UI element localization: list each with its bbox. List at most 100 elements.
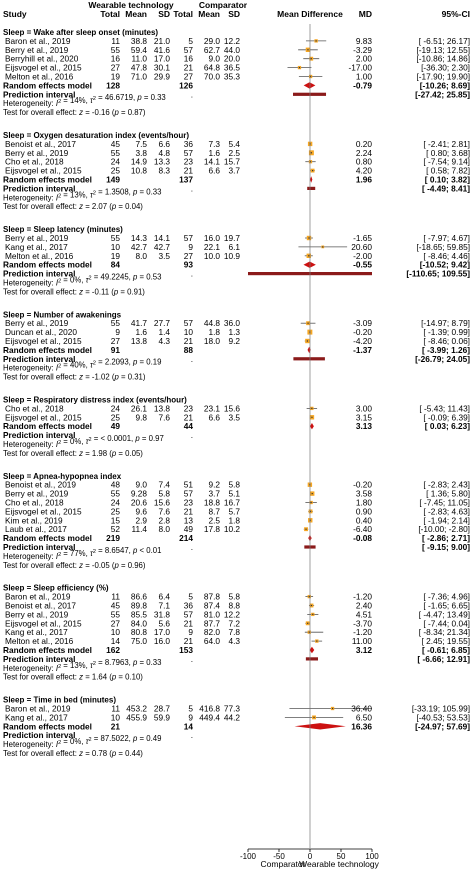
study-sd-comparator: 12.2 [224, 36, 241, 46]
study-mean-comparator: 10.0 [204, 251, 221, 261]
random-total-wearable: 91 [111, 345, 121, 355]
random-total-comparator: 153 [179, 645, 193, 655]
study-sd-comparator: 36.0 [224, 318, 241, 328]
study-total-wearable: 11 [111, 592, 120, 602]
study-name: Cho et al., 2018 [5, 498, 64, 508]
study-mean-comparator: 62.7 [204, 45, 221, 55]
study-sd-wearable: 13.8 [154, 403, 171, 413]
study-ci: [ -1.39; 0.99] [423, 327, 470, 337]
study-total-comparator: 57 [184, 489, 194, 499]
pooled-diamond [303, 82, 316, 89]
study-total-comparator: 21 [184, 636, 194, 646]
x-tick-label: 100 [365, 852, 379, 861]
study-total-comparator: 27 [184, 72, 194, 82]
study-mean-wearable: 10.8 [131, 166, 148, 176]
study-point [313, 716, 315, 718]
study-total-comparator: 23 [184, 498, 194, 508]
study-point [308, 596, 310, 598]
study-name: Berry et al., 2019 [5, 45, 69, 55]
study-mean-wearable: 86.6 [131, 592, 148, 602]
study-md: -1.20 [353, 592, 372, 602]
prediction-interval-label: Prediction interval [3, 730, 75, 740]
heterogeneity-text: Heterogeneity: I2 = 40%, τ2 = 2.2093, p … [3, 358, 161, 373]
study-total-wearable: 11 [111, 36, 120, 46]
study-sd-wearable: 7.4 [158, 480, 170, 490]
study-sd-comparator: 15.6 [224, 403, 241, 413]
study-point [305, 528, 307, 530]
study-mean-wearable: 2.9 [135, 515, 147, 525]
study-mean-comparator: 29.0 [204, 36, 221, 46]
study-md: -4.20 [353, 336, 372, 346]
random-ci: [ 0.10; 3.82] [425, 175, 470, 185]
study-name: Cho et al., 2018 [5, 403, 64, 413]
study-ci: [-17.90; 19.90] [416, 72, 470, 82]
study-total-comparator: 27 [184, 251, 194, 261]
heterogeneity-text: Heterogeneity: I2 = 77%, τ2 = 8.6547, p … [3, 546, 161, 561]
study-ci: [ -8.46; 4.46] [423, 251, 470, 261]
study-mean-wearable: 14.9 [131, 157, 148, 167]
prediction-dot-comparator: . [191, 542, 193, 552]
study-point [331, 707, 334, 710]
overall-effect-text: Test for overall effect: z = 1.64 (p = 0… [3, 673, 143, 682]
random-total-comparator: 88 [184, 345, 194, 355]
study-total-wearable: 55 [111, 148, 121, 158]
header-study: Study [3, 9, 27, 19]
study-total-comparator: 21 [184, 412, 194, 422]
study-point [310, 604, 313, 607]
study-total-wearable: 48 [111, 480, 121, 490]
study-sd-wearable: 16.0 [154, 636, 171, 646]
study-total-comparator: 57 [184, 148, 194, 158]
study-total-comparator: 57 [184, 45, 194, 55]
random-effects-label: Random effects model [3, 645, 92, 655]
pooled-diamond [294, 723, 346, 730]
study-sd-comparator: 15.7 [224, 157, 241, 167]
study-ci: [ -1.65; 6.65] [423, 601, 470, 611]
study-total-wearable: 25 [111, 412, 121, 422]
study-mean-wearable: 453.2 [126, 704, 147, 714]
prediction-bar [293, 357, 325, 361]
study-sd-comparator: 35.3 [224, 72, 241, 82]
study-sd-wearable: 28.7 [154, 704, 171, 714]
study-point [310, 58, 312, 60]
random-ci: [ -2.86; 2.71] [422, 533, 470, 543]
overall-effect-text: Test for overall effect: z = -0.16 (p = … [3, 108, 146, 117]
study-sd-wearable: 42.7 [154, 242, 171, 252]
study-mean-wearable: 42.7 [131, 242, 148, 252]
study-sd-wearable: 3.5 [158, 251, 170, 261]
study-ci: [ 0.58; 7.82] [426, 166, 470, 176]
study-sd-wearable: 5.8 [158, 489, 170, 499]
study-name: Eijsvogel et al., 2015 [5, 336, 82, 346]
prediction-dot-wearable: . [118, 542, 120, 552]
heterogeneity-text: Heterogeneity: I2 = 13%, τ2 = 8.7963, p … [3, 658, 161, 673]
random-effects-label: Random effects model [3, 175, 92, 185]
study-mean-wearable: 455.9 [126, 712, 147, 722]
study-mean-wearable: 26.1 [131, 403, 148, 413]
study-name: Kim et al., 2019 [5, 515, 63, 525]
study-total-wearable: 27 [111, 618, 121, 628]
study-mean-comparator: 18.0 [204, 336, 221, 346]
study-ci: [ -2.41; 2.81] [423, 139, 470, 149]
study-mean-comparator: 70.0 [204, 72, 221, 82]
study-sd-wearable: 8.3 [158, 166, 170, 176]
study-sd-wearable: 2.8 [158, 515, 170, 525]
heterogeneity-text: Heterogeneity: I2 = 0%, τ2 = 49.2245, p … [3, 273, 161, 288]
study-mean-wearable: 75.0 [131, 636, 148, 646]
study-sd-wearable: 7.6 [158, 412, 170, 422]
study-mean-wearable: 7.5 [135, 139, 147, 149]
random-total-comparator: 137 [179, 175, 193, 185]
study-md: 0.20 [356, 139, 373, 149]
study-md: 2.00 [356, 54, 373, 64]
study-ci: [ -4.47; 13.49] [419, 609, 470, 619]
study-point [312, 170, 314, 172]
study-mean-wearable: 89.8 [131, 601, 148, 611]
subgroup-title: Sleep = Oxygen desaturation index (event… [3, 131, 189, 140]
header-ci: 95%-CI [442, 9, 470, 19]
study-point [307, 49, 309, 51]
study-sd-wearable: 8.0 [158, 524, 170, 534]
prediction-ci: [-110.65; 109.55] [406, 269, 470, 279]
study-point [310, 75, 312, 78]
study-sd-wearable: 30.1 [154, 63, 171, 73]
pooled-diamond [307, 346, 311, 354]
study-total-wearable: 10 [111, 627, 121, 637]
study-sd-wearable: 15.6 [154, 498, 171, 508]
